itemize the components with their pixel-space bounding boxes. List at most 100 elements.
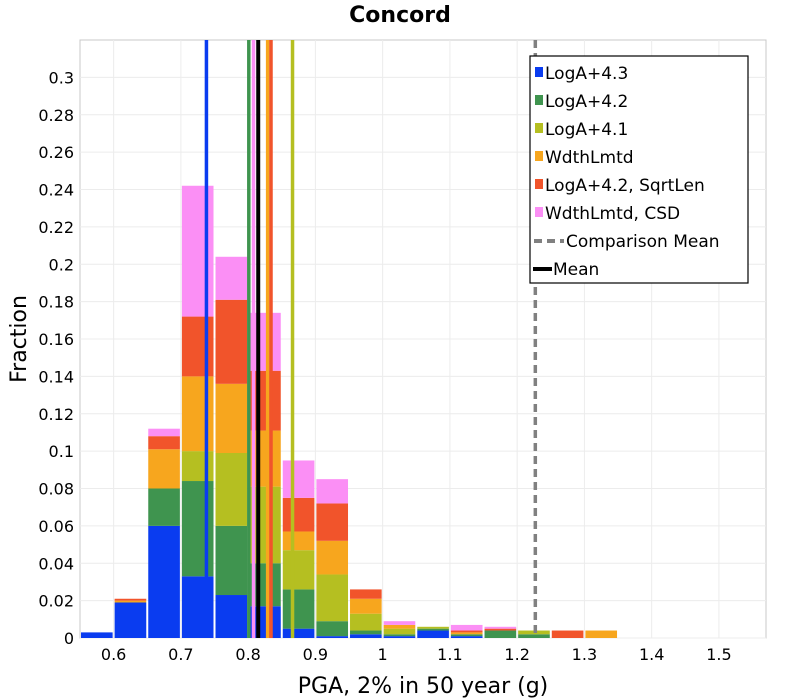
bar-segment-0 (450, 636, 483, 638)
x-axis-label: PGA, 2% in 50 year (g) (298, 674, 549, 699)
legend-label: WdthLmtd, CSD (545, 204, 680, 224)
bar-segment-5 (383, 621, 416, 625)
y-tick-label: 0.2 (49, 255, 74, 274)
bar-segment-4 (484, 628, 517, 631)
mean-lines (204, 40, 538, 638)
bar-segment-3 (383, 624, 416, 629)
bar-segment-3 (316, 540, 349, 575)
bar-segment-3 (282, 531, 315, 551)
x-tick-label: 0.9 (303, 645, 328, 664)
bar-segment-0 (148, 525, 180, 638)
legend-box (529, 55, 749, 284)
bar-segment-5 (484, 626, 517, 629)
legend-label: WdthLmtd (545, 148, 634, 168)
bar-segment-4 (282, 497, 315, 532)
bar-segment-0 (215, 595, 248, 638)
bar-segment-4 (350, 589, 382, 599)
y-axis-label: Fraction (7, 295, 32, 383)
legend-swatch (535, 95, 543, 105)
bar-segment-5 (282, 460, 315, 498)
y-tick-label: 0 (64, 629, 74, 648)
bar-segment-2 (383, 628, 416, 635)
y-tick-label: 0.18 (38, 293, 74, 312)
legend-label: LogA+4.2, SqrtLen (545, 176, 705, 196)
bar-segment-4 (181, 316, 214, 377)
legend-label: Mean (553, 260, 599, 280)
x-tick-label: 1.3 (572, 645, 597, 664)
x-tick-label: 1.4 (639, 645, 664, 664)
y-tick-label: 0.12 (38, 405, 74, 424)
bar-segment-3 (350, 598, 382, 614)
legend-swatch (535, 67, 543, 77)
bar-segment-0 (417, 630, 449, 638)
y-tick-label: 0.26 (38, 143, 74, 162)
bar-segment-5 (450, 624, 483, 631)
bar-segment-1 (518, 634, 550, 638)
bar-segment-2 (282, 550, 315, 590)
chart-title: Concord (349, 3, 451, 28)
legend-swatch (535, 151, 543, 161)
y-tick-label: 0.3 (49, 68, 74, 87)
bar-segment-4 (215, 299, 248, 384)
bar-segment-1 (450, 634, 483, 637)
legend-swatch (535, 207, 543, 217)
legend-label: Comparison Mean (566, 232, 720, 252)
bar-segment-0 (81, 632, 113, 638)
bar-segment-0 (383, 636, 416, 638)
bar-segment-3 (148, 449, 180, 489)
bar-segment-3 (585, 630, 618, 638)
x-tick-label: 0.6 (101, 645, 126, 664)
bar-segment-1 (316, 621, 349, 637)
x-tick-label: 1.1 (437, 645, 462, 664)
bar-segment-1 (148, 488, 180, 526)
bar-segment-3 (114, 600, 147, 603)
histogram-bars (81, 185, 618, 638)
bar-segment-2 (350, 613, 382, 631)
bar-segment-3 (181, 376, 214, 452)
y-tick-label: 0.14 (38, 367, 74, 386)
bar-segment-0 (181, 576, 214, 638)
legend-label: LogA+4.2 (545, 92, 628, 112)
bar-segment-2 (417, 626, 449, 629)
bar-segment-1 (383, 634, 416, 637)
bar-segment-5 (215, 256, 248, 300)
y-tick-label: 0.02 (38, 592, 74, 611)
bar-segment-1 (350, 630, 382, 635)
x-tick-label: 1 (378, 645, 388, 664)
y-tick-label: 0.24 (38, 181, 74, 200)
bar-segment-1 (484, 630, 517, 638)
bar-segment-1 (417, 628, 449, 631)
bar-segment-4 (316, 503, 349, 541)
x-tick-label: 1.2 (504, 645, 529, 664)
bar-segment-2 (215, 452, 248, 526)
bar-segment-0 (114, 602, 147, 638)
bar-segment-5 (181, 185, 214, 317)
bar-segment-2 (316, 574, 349, 622)
bar-segment-4 (450, 630, 483, 633)
bar-segment-3 (450, 632, 483, 635)
x-tick-label: 0.7 (168, 645, 193, 664)
bar-segment-3 (215, 383, 248, 453)
y-tick-label: 0.06 (38, 517, 74, 536)
y-tick-label: 0.1 (49, 442, 74, 461)
bar-segment-4 (551, 630, 584, 638)
y-tick-label: 0.04 (38, 554, 74, 573)
legend: LogA+4.3 LogA+4.2 LogA+4.1 WdthLmtd LogA+4.2… (529, 55, 749, 284)
bar-segment-0 (316, 636, 349, 638)
bar-segment-5 (316, 479, 349, 504)
legend-swatch (535, 179, 543, 189)
bar-segment-0 (282, 628, 315, 638)
bar-segment-5 (148, 428, 180, 437)
bar-segment-1 (181, 481, 214, 577)
legend-label: LogA+4.1 (545, 120, 628, 140)
bar-segment-4 (148, 436, 180, 450)
bar-segment-1 (215, 525, 248, 596)
bar-segment-0 (350, 634, 382, 638)
x-tick-label: 0.8 (235, 645, 260, 664)
y-axis-ticks: 0 0.02 0.04 0.06 0.08 0.1 0.12 0.14 0.16 0.18 0.2 0… (38, 68, 74, 648)
bar-segment-1 (282, 589, 315, 629)
bar-segment-2 (181, 451, 214, 482)
y-tick-label: 0.28 (38, 106, 74, 125)
y-tick-label: 0.08 (38, 480, 74, 499)
